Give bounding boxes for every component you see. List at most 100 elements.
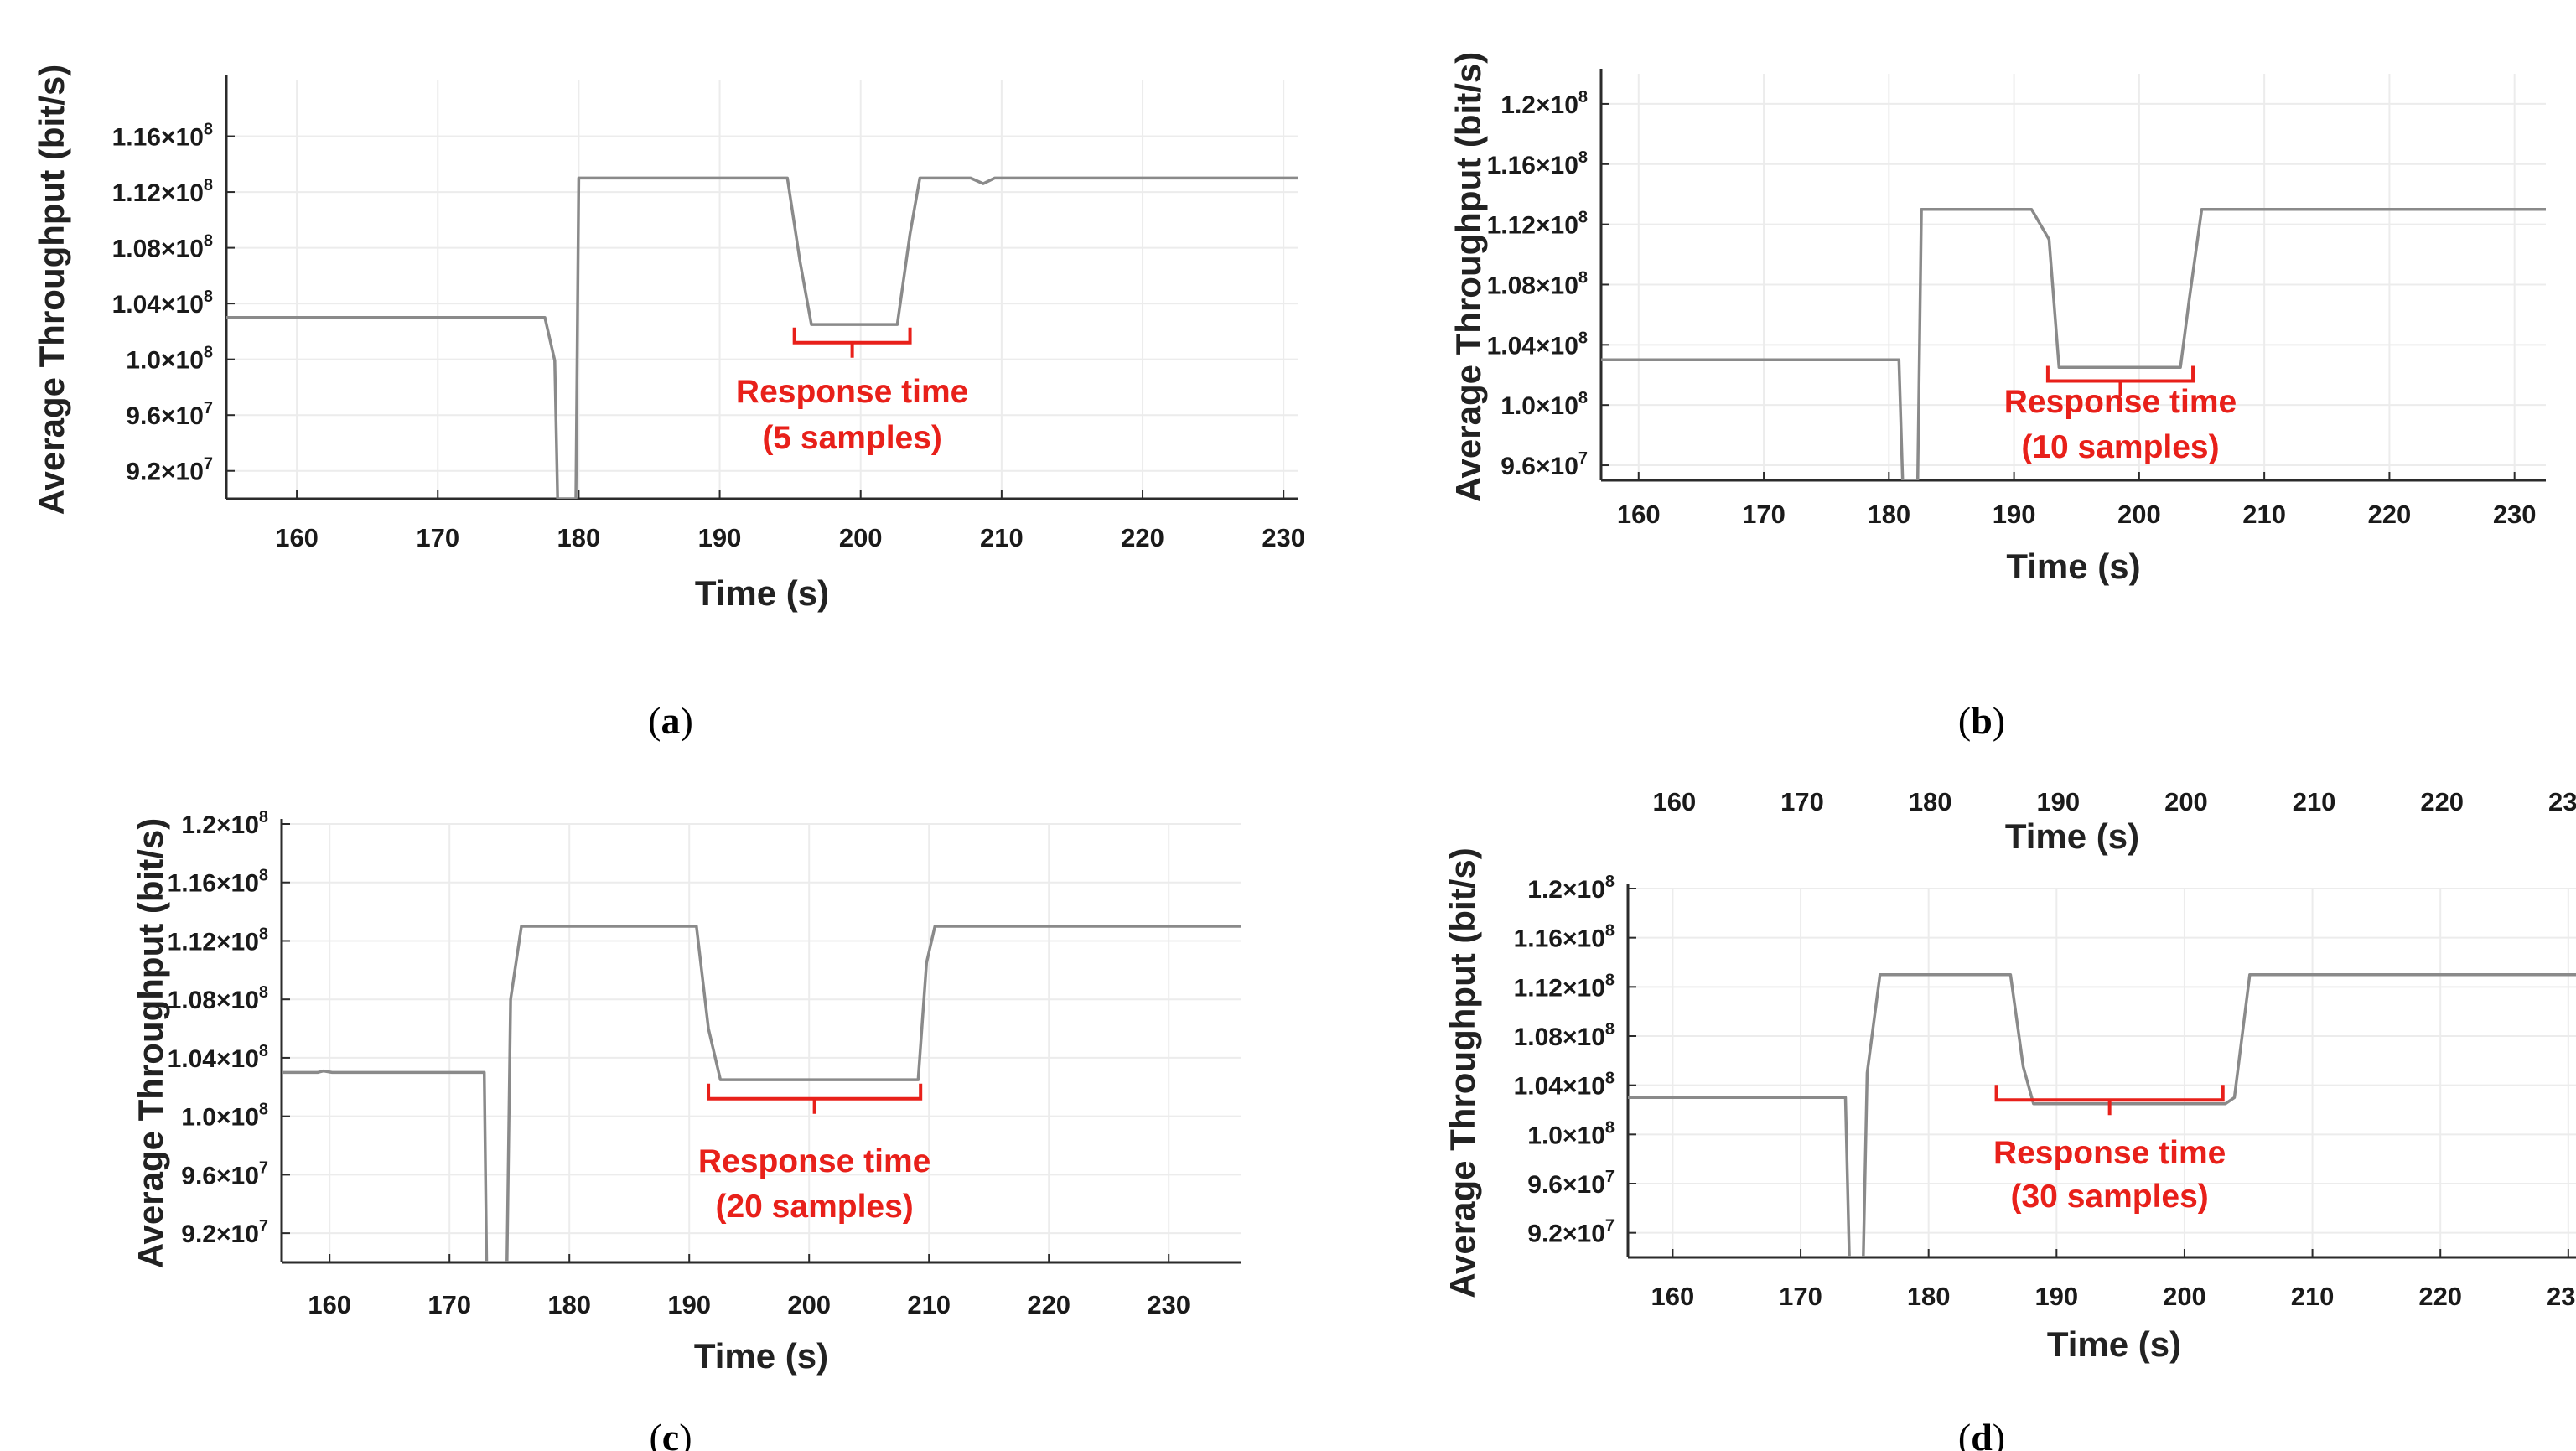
x-tick-label: 190 <box>698 523 742 552</box>
y-tick-exponent: 7 <box>204 455 213 474</box>
y-tick-times: ×10 <box>1536 392 1578 420</box>
y-tick-exponent: 7 <box>259 1217 268 1236</box>
y-tick-label: 1.0×108 <box>1527 1118 1615 1149</box>
y-tick-exponent: 8 <box>1578 148 1588 167</box>
y-tick-label: 1.08×108 <box>1514 1020 1615 1051</box>
y-tick-label: 9.6×107 <box>181 1158 268 1189</box>
throughput-series-line <box>282 925 1241 1262</box>
y-tick-times: ×10 <box>1563 1171 1605 1199</box>
y-tick-times: ×10 <box>216 870 259 898</box>
response-time-bracket <box>2045 365 2195 396</box>
y-tick-mantissa: 1.0 <box>181 1104 216 1132</box>
throughput-series-line <box>226 176 1298 499</box>
y-tick-exponent: 8 <box>259 1042 268 1060</box>
caption-close-paren: ) <box>1993 1416 2005 1451</box>
x-tick-label: 210 <box>2291 1282 2335 1311</box>
y-tick-mantissa: 9.6 <box>1527 1171 1563 1199</box>
x-tick-label: 180 <box>1907 1282 1951 1311</box>
x-tick-label: 200 <box>2163 1282 2206 1311</box>
y-tick-times: ×10 <box>1563 925 1605 953</box>
subfigure-caption: (c) <box>649 1416 692 1451</box>
subfigure-caption: (d) <box>1958 1416 2005 1451</box>
x-tick-label: 230 <box>1147 1290 1190 1319</box>
y-tick-label: 1.08×108 <box>112 232 213 263</box>
chart-panel-c: 160 170 180 190 200 210 220 2309.2×1079.6×1071.… <box>131 808 1241 1451</box>
caption-open-paren: ( <box>649 1416 661 1451</box>
x-tick-label: 170 <box>428 1290 471 1319</box>
y-tick-label: 1.2×108 <box>181 808 268 839</box>
caption-open-paren: ( <box>1958 1416 1971 1451</box>
y-tick-times: ×10 <box>161 236 204 263</box>
x-axis-title: Time (s) <box>694 1336 828 1376</box>
y-tick-mantissa: 9.2 <box>181 1220 216 1248</box>
y-tick-label: 1.04×108 <box>1514 1070 1615 1101</box>
response-time-bracket <box>707 1083 923 1114</box>
y-axis-title: Average Throughput (bit/s) <box>1443 847 1482 1298</box>
caption-open-paren: ( <box>648 699 661 742</box>
y-tick-mantissa: 1.2 <box>181 811 216 839</box>
y-tick-mantissa: 9.6 <box>181 1162 216 1189</box>
y-tick-label: 1.2×108 <box>1527 873 1615 904</box>
y-tick-label: 1.16×108 <box>112 121 213 152</box>
y-tick-exponent: 8 <box>1578 88 1588 106</box>
y-tick-exponent: 8 <box>204 288 213 306</box>
response-time-samples: (20 samples) <box>715 1189 913 1225</box>
y-tick-exponent: 7 <box>259 1158 268 1177</box>
y-tick-label: 9.2×107 <box>1527 1217 1615 1248</box>
x-tick-label: 220 <box>1121 523 1164 552</box>
x-tick-label: 220 <box>2418 1282 2462 1311</box>
x-tick-label: 160 <box>275 523 319 552</box>
y-tick-exponent: 8 <box>204 121 213 139</box>
y-tick-mantissa: 1.16 <box>168 870 216 898</box>
x-tick-label: 160 <box>1617 500 1661 529</box>
top-x-tick-label: 220 <box>2420 787 2464 816</box>
response-time-label: Response time <box>736 374 968 410</box>
y-tick-mantissa: 1.2 <box>1501 91 1536 119</box>
y-tick-times: ×10 <box>1563 876 1605 904</box>
y-tick-exponent: 8 <box>1578 329 1588 347</box>
y-tick-exponent: 8 <box>259 925 268 943</box>
y-tick-mantissa: 1.0 <box>1501 392 1536 420</box>
y-tick-mantissa: 1.12 <box>1487 212 1536 240</box>
top-x-tick-label: 160 <box>1653 787 1697 816</box>
top-x-tick-label: 230 <box>2548 787 2576 816</box>
x-tick-label: 190 <box>1993 500 2036 529</box>
y-tick-label: 1.16×108 <box>168 867 268 898</box>
y-tick-times: ×10 <box>216 1104 259 1132</box>
chart-panel-d: 1601701801902002102202309.2×1079.6×1071.… <box>1443 787 2576 1451</box>
y-tick-label: 1.0×108 <box>126 344 213 375</box>
x-tick-label: 220 <box>2368 500 2412 529</box>
y-tick-mantissa: 9.2 <box>1527 1220 1563 1248</box>
y-tick-exponent: 8 <box>1578 389 1588 407</box>
y-tick-exponent: 7 <box>1605 1217 1615 1236</box>
response-time-label: Response time <box>698 1143 930 1179</box>
y-tick-mantissa: 1.16 <box>112 124 161 152</box>
y-tick-times: ×10 <box>1536 91 1578 119</box>
y-tick-times: ×10 <box>216 811 259 839</box>
y-tick-times: ×10 <box>161 402 204 430</box>
y-tick-times: ×10 <box>1536 272 1578 299</box>
response-time-bracket <box>792 327 912 358</box>
caption-letter: d <box>1971 1416 1993 1451</box>
x-tick-label: 230 <box>2493 500 2537 529</box>
y-tick-times: ×10 <box>1536 332 1578 360</box>
response-time-samples: (10 samples) <box>2021 429 2219 465</box>
caption-close-paren: ) <box>1993 699 2005 742</box>
top-x-axis-title: Time (s) <box>2005 816 2139 856</box>
y-tick-mantissa: 1.08 <box>1514 1023 1563 1051</box>
y-tick-mantissa: 9.6 <box>1501 453 1536 480</box>
y-tick-label: 1.04×108 <box>168 1042 268 1073</box>
y-tick-times: ×10 <box>161 124 204 152</box>
y-tick-label: 1.04×108 <box>112 288 213 319</box>
subfigure-caption: (a) <box>648 699 693 742</box>
y-tick-mantissa: 1.12 <box>168 928 216 956</box>
x-axis-title: Time (s) <box>2047 1324 2181 1364</box>
y-tick-label: 1.08×108 <box>168 983 268 1014</box>
x-tick-label: 160 <box>308 1290 351 1319</box>
x-tick-label: 180 <box>547 1290 591 1319</box>
y-tick-exponent: 8 <box>259 867 268 885</box>
y-tick-exponent: 8 <box>1578 209 1588 227</box>
caption-letter: c <box>662 1416 679 1451</box>
response-time-bracket <box>1994 1085 2225 1116</box>
x-tick-label: 180 <box>557 523 601 552</box>
